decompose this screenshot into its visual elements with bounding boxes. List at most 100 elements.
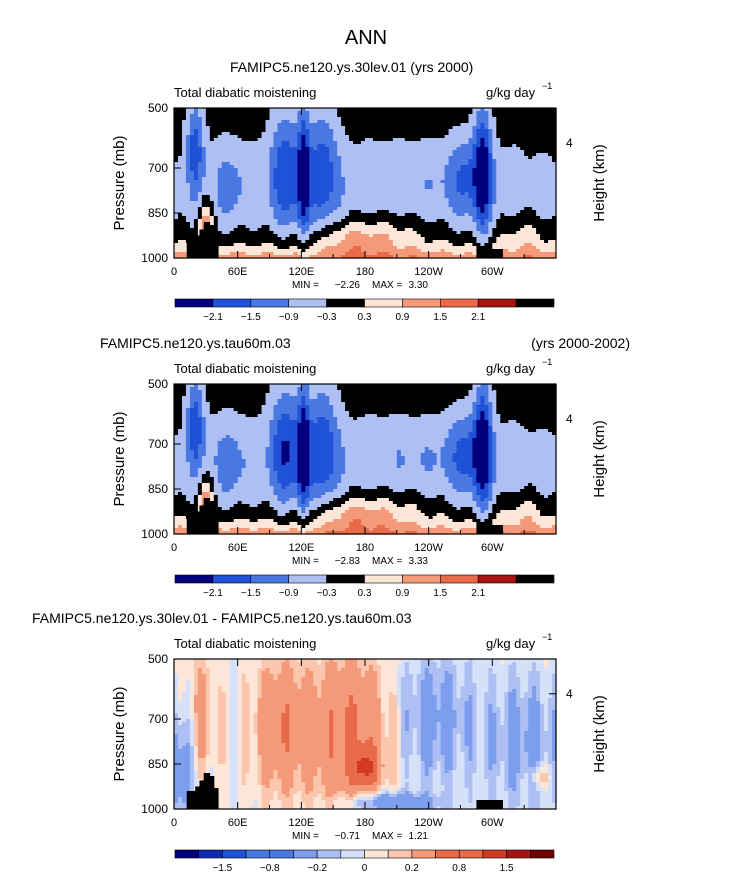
- heatmap-cell: [273, 111, 279, 115]
- heatmap-cell: [452, 186, 458, 190]
- figure-title: ANN: [345, 27, 387, 49]
- heatmap-cell: [205, 120, 211, 124]
- heatmap-cell: [488, 156, 493, 160]
- heatmap-cell: [432, 153, 438, 157]
- heatmap-cell: [185, 177, 191, 181]
- heatmap-cell: [205, 132, 211, 136]
- heatmap-cell: [289, 165, 294, 169]
- heatmap-cell: [301, 165, 306, 169]
- heatmap-cell: [472, 165, 478, 169]
- heatmap-cell: [488, 141, 493, 145]
- heatmap-cell: [472, 156, 478, 160]
- heatmap-cell: [233, 144, 239, 148]
- heatmap-cell: [217, 111, 223, 115]
- heatmap-cell: [516, 156, 521, 160]
- chart-panel-2: FAMIPC5.ne120.ys.tau60m.03 (yrs 2000-2002…: [100, 335, 630, 599]
- heatmap-cell: [452, 165, 458, 169]
- heatmap-cell: [484, 156, 489, 160]
- heatmap-cell: [217, 141, 223, 145]
- heatmap-cell: [321, 123, 326, 127]
- heatmap-cell: [376, 141, 382, 145]
- heatmap-cell: [532, 153, 537, 157]
- heatmap-cell: [516, 180, 521, 184]
- heatmap-cell: [309, 162, 314, 166]
- heatmap-cell: [253, 174, 259, 178]
- heatmap-cell: [357, 156, 362, 160]
- heatmap-cell: [185, 156, 191, 160]
- heatmap-cell: [384, 183, 390, 187]
- heatmap-cell: [464, 183, 470, 187]
- heatmap-cell: [448, 165, 454, 169]
- heatmap-cell: [333, 186, 338, 190]
- heatmap-cell: [217, 162, 223, 166]
- heatmap-cell: [412, 183, 418, 187]
- heatmap-cell: [361, 180, 366, 184]
- heatmap-cell: [520, 126, 525, 130]
- heatmap-cell: [476, 186, 481, 190]
- heatmap-cell: [500, 183, 505, 187]
- heatmap-cell: [408, 174, 414, 178]
- heatmap-cell: [512, 171, 517, 175]
- heatmap-cell: [349, 132, 354, 136]
- heatmap-cell: [476, 171, 481, 175]
- panel-title: FAMIPC5.ne120.ys.30lev.01 (yrs 2000): [230, 59, 473, 75]
- heatmap-cell: [436, 126, 442, 130]
- heatmap-cell: [317, 141, 322, 145]
- heatmap-cell: [317, 180, 322, 184]
- heatmap-cell: [516, 120, 521, 124]
- heatmap-cell: [372, 150, 378, 154]
- heatmap-cell: [508, 180, 513, 184]
- heatmap-cell: [500, 111, 505, 115]
- heatmap-cell: [201, 135, 207, 139]
- heatmap-cell: [329, 135, 334, 139]
- heatmap-cell: [321, 186, 326, 190]
- heatmap-cell: [416, 114, 422, 118]
- heatmap-cell: [345, 156, 350, 160]
- heatmap-cell: [368, 111, 374, 115]
- heatmap-cell: [309, 180, 314, 184]
- heatmap-cell: [265, 180, 271, 184]
- heatmap-cell: [325, 120, 330, 124]
- heatmap-cell: [177, 177, 183, 181]
- heatmap-cell: [544, 183, 549, 187]
- heatmap-cell: [400, 171, 406, 175]
- heatmap-cell: [177, 174, 183, 178]
- heatmap-cell: [416, 159, 422, 163]
- heatmap-cell: [444, 177, 450, 181]
- heatmap-cell: [428, 153, 434, 157]
- heatmap-cell: [380, 150, 386, 154]
- heatmap-cell: [528, 174, 533, 178]
- heatmap-cell: [548, 135, 553, 139]
- heatmap-cell: [249, 150, 255, 154]
- heatmap-cell: [472, 174, 478, 178]
- heatmap-cell: [201, 120, 207, 124]
- heatmap-cell: [193, 135, 199, 139]
- heatmap-cell: [376, 159, 382, 163]
- heatmap-cell: [416, 129, 422, 133]
- heatmap-cell: [456, 177, 462, 181]
- heatmap-cell: [193, 168, 199, 172]
- heatmap-cell: [528, 114, 533, 118]
- heatmap-cell: [237, 165, 243, 169]
- heatmap-cell: [309, 186, 314, 190]
- heatmap-cell: [345, 174, 350, 178]
- heatmap-cell: [345, 165, 350, 169]
- heatmap-cell: [428, 156, 434, 160]
- colorbar-tick-label: 2.1: [471, 312, 485, 323]
- heatmap-cell: [480, 111, 485, 115]
- heatmap-cell: [321, 117, 326, 121]
- heatmap-cell: [193, 159, 199, 163]
- heatmap-cell: [388, 117, 394, 121]
- heatmap-cell: [321, 177, 326, 181]
- heatmap-cell: [269, 108, 275, 112]
- heatmap-cell: [245, 156, 251, 160]
- heatmap-cell: [372, 123, 378, 127]
- heatmap-cell: [536, 135, 541, 139]
- heatmap-cell: [189, 156, 195, 160]
- heatmap-cell: [376, 114, 382, 118]
- heatmap-cell: [325, 123, 330, 127]
- heatmap-cell: [552, 135, 557, 139]
- heatmap-cell: [341, 186, 346, 190]
- heatmap-cell: [317, 120, 322, 124]
- heatmap-cell: [177, 141, 183, 145]
